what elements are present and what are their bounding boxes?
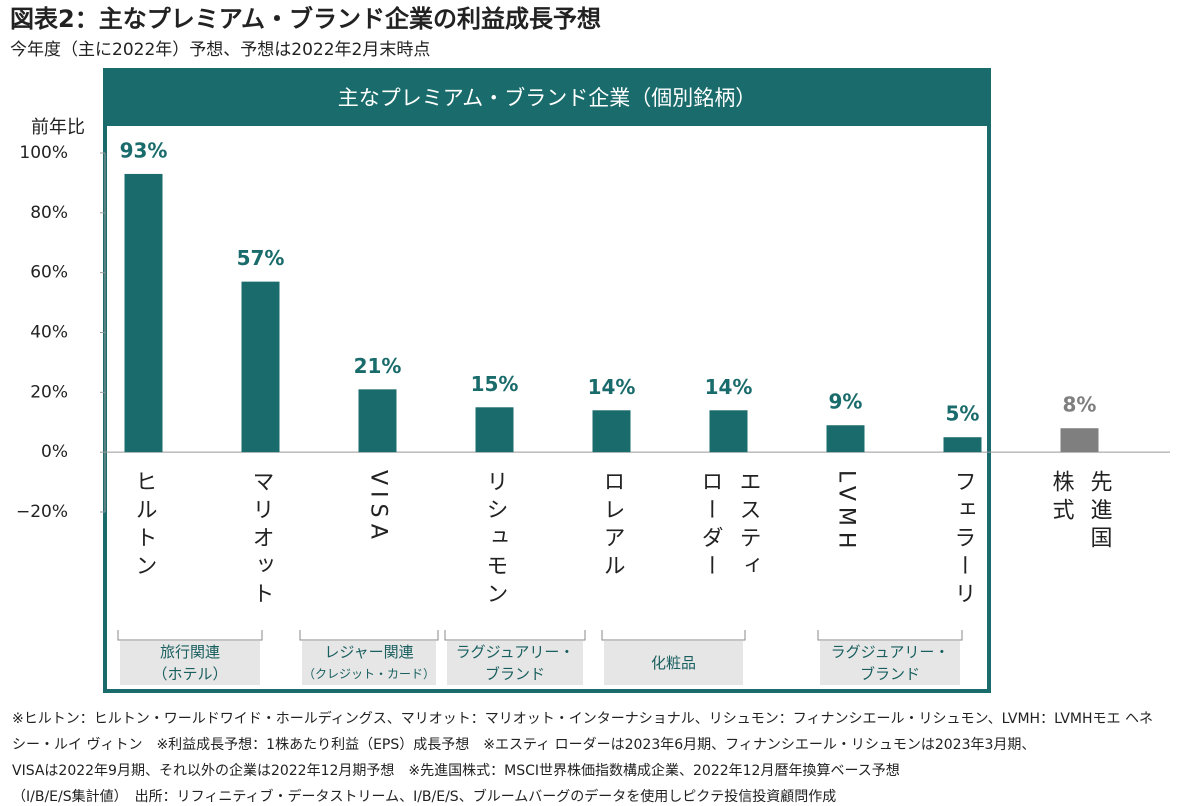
chart-subtitle: 今年度（主に2022年）予想、予想は2022年2月末時点 [10, 40, 430, 60]
group-label-line: 旅行関連 [159, 643, 220, 661]
box-header [105, 70, 989, 126]
group-bracket [817, 630, 963, 641]
value-label: 9% [829, 390, 863, 414]
x-tick-label: 先進国株式 [1048, 470, 1112, 554]
bar [826, 425, 865, 453]
x-tick-label: LVMH [833, 470, 859, 555]
x-tick-label: フェラーリ [950, 470, 976, 610]
y-tick-label: 80% [30, 203, 68, 223]
group-bracket [299, 630, 439, 641]
y-tick-label: 100% [19, 143, 68, 163]
bar [943, 437, 982, 453]
x-tick-label: ロレアル [599, 470, 625, 582]
group-bracket [117, 630, 263, 641]
bar [124, 173, 163, 453]
bar [241, 281, 280, 453]
group-bracket [601, 630, 746, 641]
y-tick-label: 20% [30, 382, 68, 402]
x-tick-label: リシュモン [482, 470, 508, 610]
bar [358, 389, 397, 453]
value-label: 93% [120, 138, 168, 162]
x-tick-label: マリオット [248, 470, 274, 610]
group-label-line: （ホテル） [152, 665, 228, 683]
y-axis-label: 前年比 [31, 117, 85, 138]
footnote: シー・ルイ ヴィトン ※利益成長予想：1株あたり利益（EPS）成長予想 ※エステ… [12, 737, 1036, 753]
value-label: 21% [354, 354, 402, 378]
x-tick-label: VISA [365, 470, 391, 545]
group-label-line: ラグジュアリー・ [830, 643, 950, 661]
group-label-line: 化粧品 [650, 654, 696, 672]
group-label-line: ブランド [859, 665, 920, 683]
bar [475, 407, 514, 453]
box-title: 主なプレミアム・ブランド企業（個別銘柄） [338, 86, 757, 110]
value-label: 5% [946, 402, 980, 426]
footnote: （I/B/E/S集計値） 出所：リフィニティブ・データストリーム、I/B/E/S… [12, 789, 837, 805]
group-label-line: ブランド [484, 665, 545, 683]
x-tick-label: エスティ ローダー [697, 470, 761, 582]
value-label: 8% [1063, 393, 1097, 417]
bar [1060, 428, 1099, 453]
group-label-line: ラグジュアリー・ [455, 643, 575, 661]
group-label: 旅行関連 （ホテル） [120, 641, 260, 685]
value-label: 14% [588, 375, 636, 399]
bar [592, 410, 631, 453]
group-label: レジャー関連 （クレジット・カード） [302, 641, 436, 685]
y-tick-label: 60% [30, 263, 68, 283]
group-label-line: レジャー関連 [324, 643, 414, 661]
group-label: 化粧品 [604, 641, 743, 685]
y-tick-label: −20% [16, 502, 68, 522]
footnote: VISAは2022年9月期、それ以外の企業は2022年12月期予想 ※先進国株式… [12, 763, 900, 779]
group-label: ラグジュアリー・ ブランド [820, 641, 960, 685]
chart-title: 図表2：主なプレミアム・ブランド企業の利益成長予想 [10, 5, 601, 33]
value-label: 14% [705, 375, 753, 399]
value-label: 15% [471, 372, 519, 396]
y-tick-label: 0% [41, 442, 68, 462]
group-label: ラグジュアリー・ ブランド [447, 641, 583, 685]
footnote: ※ヒルトン：ヒルトン・ワールドワイド・ホールディングス、マリオット：マリオット・… [12, 711, 1153, 727]
group-bracket [444, 630, 586, 641]
bar [709, 410, 748, 453]
y-tick-label: 40% [30, 323, 68, 343]
group-label-line: （クレジット・カード） [302, 667, 435, 681]
value-label: 57% [237, 246, 285, 270]
x-tick-label: ヒルトン [131, 470, 157, 582]
